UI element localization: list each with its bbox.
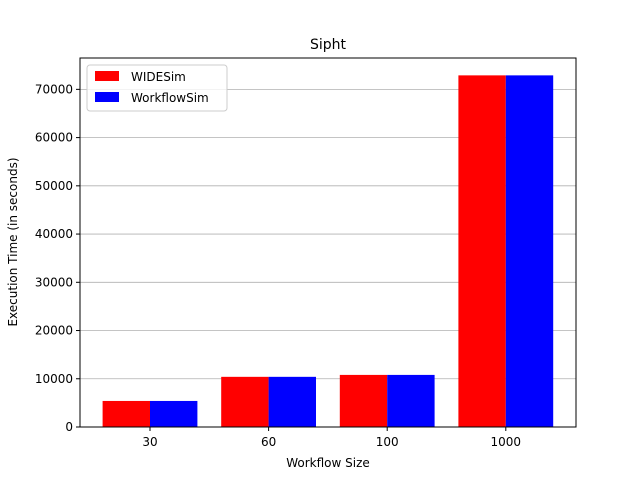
bar-workflowsim-60 [268, 376, 316, 427]
legend-swatch-widesim [95, 71, 119, 81]
bar-widesim-30 [102, 400, 150, 427]
x-tick-label: 30 [142, 435, 157, 449]
bar-widesim-60 [221, 376, 269, 427]
y-axis-label: Execution Time (in seconds) [6, 157, 20, 326]
bar-workflowsim-100 [387, 374, 435, 427]
y-tick-label: 50000 [35, 179, 73, 193]
x-axis-label: Workflow Size [286, 456, 370, 470]
y-tick-label: 0 [65, 420, 73, 434]
y-tick-label: 20000 [35, 324, 73, 338]
y-tick-label: 60000 [35, 131, 73, 145]
bar-workflowsim-30 [150, 400, 198, 427]
chart-title: Sipht [310, 37, 347, 53]
legend-label-widesim: WIDESim [131, 70, 186, 84]
x-tick-label: 1000 [491, 435, 522, 449]
legend-box [86, 64, 228, 112]
plot-frame [79, 57, 577, 428]
legend: WIDESim WorkflowSim [86, 64, 228, 112]
y-tick-label: 70000 [35, 82, 73, 96]
bars [102, 75, 554, 427]
bar-widesim-100 [339, 374, 388, 427]
x-axis: 30 60 100 1000 [142, 427, 521, 449]
y-tick-label: 10000 [35, 372, 73, 386]
y-axis: 0 10000 20000 30000 40000 50000 60000 70000 [35, 82, 80, 434]
x-tick-label: 100 [376, 435, 399, 449]
legend-label-workflowsim: WorkflowSim [131, 91, 209, 105]
y-tick-label: 30000 [35, 275, 73, 289]
bar-widesim-1000 [458, 75, 506, 427]
y-tick-label: 40000 [35, 227, 73, 241]
bar-workflowsim-1000 [505, 75, 554, 427]
x-tick-label: 60 [261, 435, 276, 449]
legend-swatch-workflowsim [95, 92, 119, 102]
